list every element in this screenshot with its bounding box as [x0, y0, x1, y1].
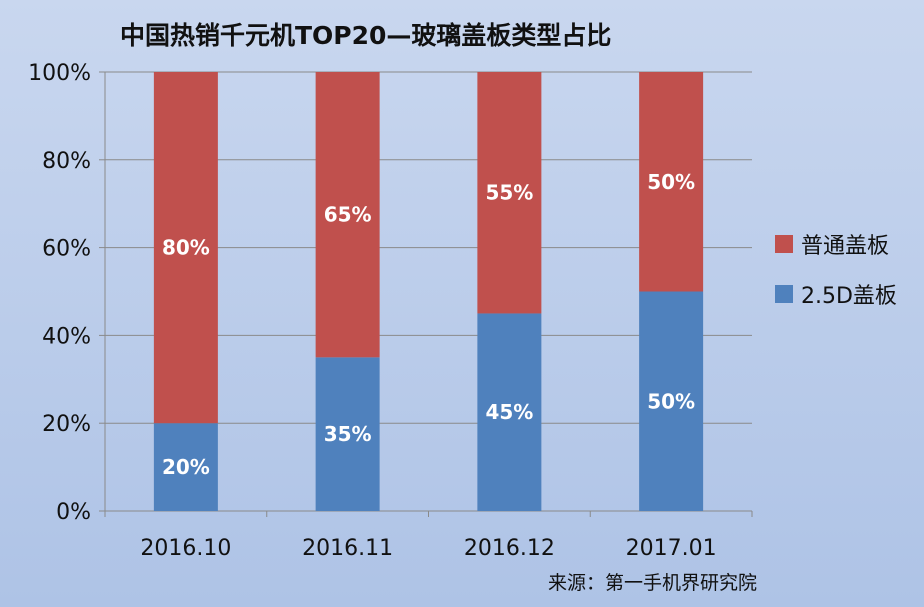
- bar-segment: [639, 72, 704, 292]
- legend-item-2-5d: 2.5D盖板: [775, 278, 897, 310]
- data-label: 50%: [647, 170, 695, 194]
- legend-label-2-5d: 2.5D盖板: [801, 284, 897, 309]
- x-tick-label: 2017.01: [626, 536, 717, 561]
- legend-swatch-normal: [775, 235, 793, 253]
- bar-segment: [477, 72, 542, 314]
- data-labels: 20% 80% 35% 65% 45% 55% 50% 50%: [162, 170, 695, 479]
- bar-segment: [315, 72, 380, 358]
- y-tick-label: 60%: [42, 237, 91, 262]
- y-tick-label: 80%: [42, 149, 91, 174]
- bar-segment: [153, 423, 218, 511]
- x-tick-label: 2016.11: [302, 536, 393, 561]
- legend: 普通盖板 2.5D盖板: [775, 228, 897, 328]
- legend-item-normal: 普通盖板: [775, 228, 897, 260]
- x-tick-label: 2016.12: [464, 536, 555, 561]
- data-label: 50%: [647, 389, 695, 413]
- data-label: 35%: [324, 422, 372, 446]
- data-label: 45%: [485, 400, 533, 424]
- data-label: 65%: [324, 203, 372, 227]
- data-label: 55%: [485, 181, 533, 205]
- y-tick-label: 100%: [28, 61, 91, 86]
- legend-label-normal: 普通盖板: [801, 234, 890, 259]
- bar-segment: [315, 357, 380, 511]
- y-tick-label: 40%: [42, 324, 91, 349]
- chart-title: 中国热销千元机TOP20—玻璃盖板类型占比: [120, 21, 612, 50]
- data-label: 80%: [162, 236, 210, 260]
- bars: [153, 72, 704, 511]
- y-tick-label: 0%: [56, 500, 91, 525]
- axes: 0% 20% 40% 60% 80% 100% 2016.10 2016.11 2016.12 2…: [28, 61, 753, 561]
- source-note: 来源：第一手机界研究院: [548, 572, 758, 594]
- bar-segment: [477, 313, 542, 511]
- bar-segment: [639, 291, 704, 511]
- legend-swatch-2-5d: [775, 285, 793, 303]
- x-tick-label: 2016.10: [140, 536, 231, 561]
- bar-segment: [153, 72, 218, 424]
- data-label: 20%: [162, 455, 210, 479]
- y-tick-label: 20%: [42, 412, 91, 437]
